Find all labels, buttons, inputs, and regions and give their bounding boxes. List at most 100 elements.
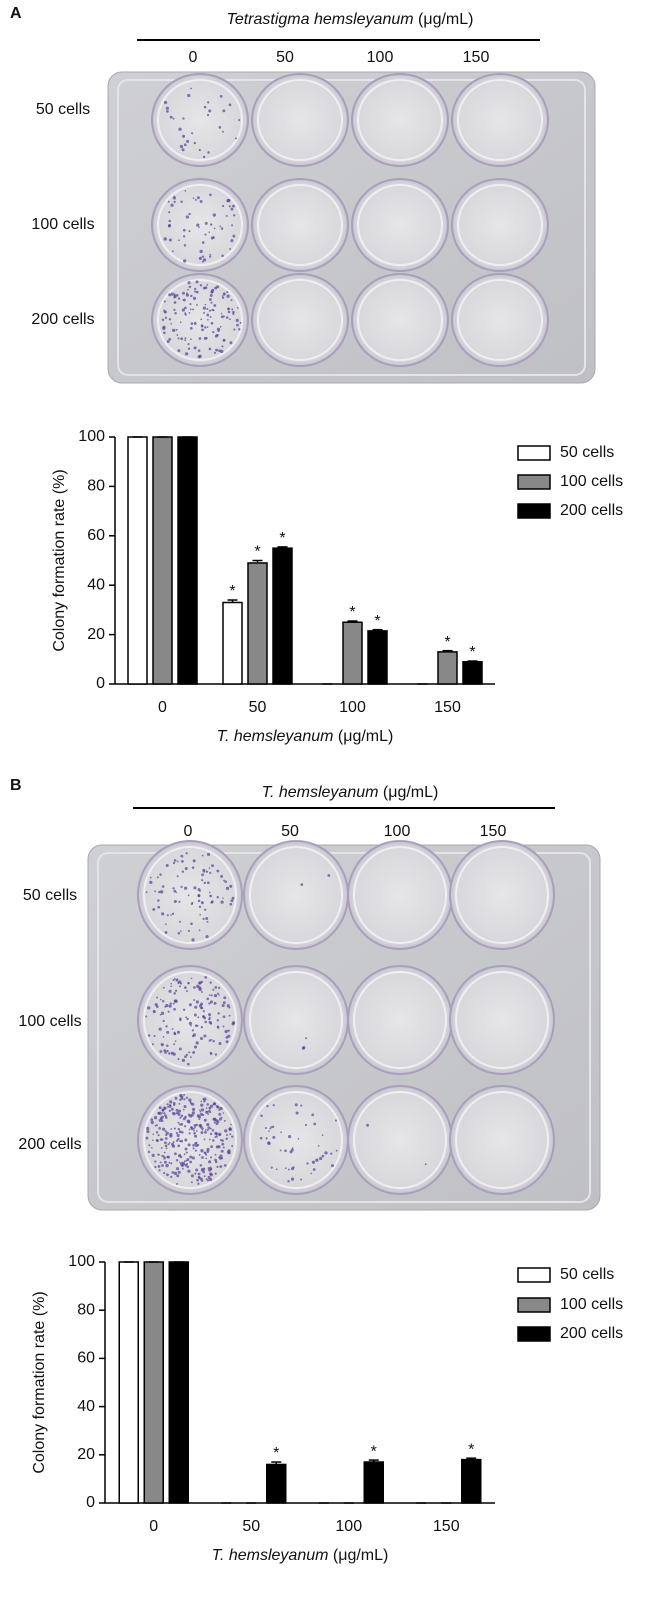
colony <box>220 1156 224 1160</box>
colony <box>208 1002 211 1005</box>
colony <box>146 1129 150 1134</box>
colony <box>157 905 161 909</box>
colony <box>177 1127 181 1131</box>
y-axis-title: Colony formation rate (%) <box>51 469 68 651</box>
colony <box>173 1007 176 1011</box>
colony <box>181 1058 186 1063</box>
colony <box>215 333 219 337</box>
colony <box>226 294 230 298</box>
well <box>251 73 349 167</box>
colony <box>202 868 206 872</box>
colony <box>183 1093 186 1096</box>
colony <box>190 338 192 341</box>
colony <box>173 1031 176 1034</box>
colony <box>319 1156 323 1161</box>
colony <box>225 316 229 319</box>
colony <box>193 1131 196 1135</box>
well-rim <box>257 279 343 361</box>
colony <box>177 1144 181 1148</box>
colony <box>222 1112 225 1114</box>
colony <box>147 1034 151 1037</box>
colony <box>171 912 175 915</box>
colony <box>177 297 181 300</box>
colony <box>193 1124 197 1127</box>
colony <box>192 197 195 199</box>
colony <box>203 871 206 873</box>
colony <box>191 938 195 942</box>
colony <box>155 1131 159 1134</box>
colony <box>199 249 203 254</box>
bar <box>168 1261 189 1504</box>
colony <box>330 1164 334 1168</box>
colony <box>173 859 177 862</box>
colony <box>220 900 224 904</box>
colony <box>192 296 197 300</box>
colony <box>180 885 183 888</box>
colony <box>217 329 220 333</box>
colony <box>168 1104 172 1108</box>
colony <box>182 117 185 120</box>
colony <box>183 244 187 247</box>
y-tick-label: 20 <box>87 626 105 643</box>
colony <box>311 1113 315 1117</box>
colony <box>189 303 192 306</box>
colony <box>189 1160 193 1164</box>
colony <box>160 1147 163 1149</box>
well <box>451 178 549 272</box>
colony <box>177 1109 182 1113</box>
colony <box>218 126 222 129</box>
colony <box>164 1141 167 1145</box>
colony <box>300 1178 302 1181</box>
well-rim <box>457 184 543 266</box>
colony <box>214 1053 218 1056</box>
colony <box>168 337 172 341</box>
colony <box>171 1142 175 1146</box>
colony <box>176 334 179 336</box>
colony <box>175 328 178 331</box>
colony <box>170 985 172 987</box>
y-tick-label: 80 <box>87 478 105 495</box>
significance-star: * <box>273 1445 279 1462</box>
column-label: 100 <box>367 49 394 66</box>
colony <box>191 1107 196 1112</box>
colony <box>155 1005 159 1009</box>
colony <box>210 994 213 997</box>
x-tick-label: 0 <box>149 1518 158 1535</box>
colony <box>215 1135 218 1138</box>
colony <box>310 1172 312 1175</box>
colony <box>227 1151 231 1155</box>
colony <box>183 298 186 302</box>
colony <box>156 876 159 879</box>
colony <box>236 323 239 327</box>
colony <box>152 1133 155 1136</box>
colony <box>197 349 201 352</box>
colony <box>162 326 166 331</box>
colony <box>174 977 176 980</box>
x-axis-title: T. hemsleyanum (μg/mL) <box>217 728 394 745</box>
colony <box>201 901 203 903</box>
colony <box>289 1150 293 1154</box>
colony <box>216 896 219 899</box>
colony <box>229 248 232 250</box>
colony <box>168 318 172 321</box>
colony <box>193 290 196 293</box>
colony <box>187 1169 191 1173</box>
colony <box>163 300 166 303</box>
colony <box>223 879 225 882</box>
well-rim <box>455 971 549 1069</box>
colony <box>157 1153 160 1156</box>
colony <box>224 1029 228 1034</box>
well-rim <box>157 184 243 266</box>
colony <box>193 287 197 291</box>
colony <box>168 1141 171 1144</box>
colony <box>173 1127 176 1130</box>
colony <box>210 1022 213 1025</box>
colony <box>194 1126 197 1128</box>
bar <box>363 1461 384 1504</box>
colony <box>222 1146 225 1149</box>
colony <box>174 989 178 992</box>
colony <box>216 1165 219 1168</box>
colony <box>195 1041 199 1045</box>
colony <box>202 155 206 159</box>
colony <box>179 1140 182 1143</box>
